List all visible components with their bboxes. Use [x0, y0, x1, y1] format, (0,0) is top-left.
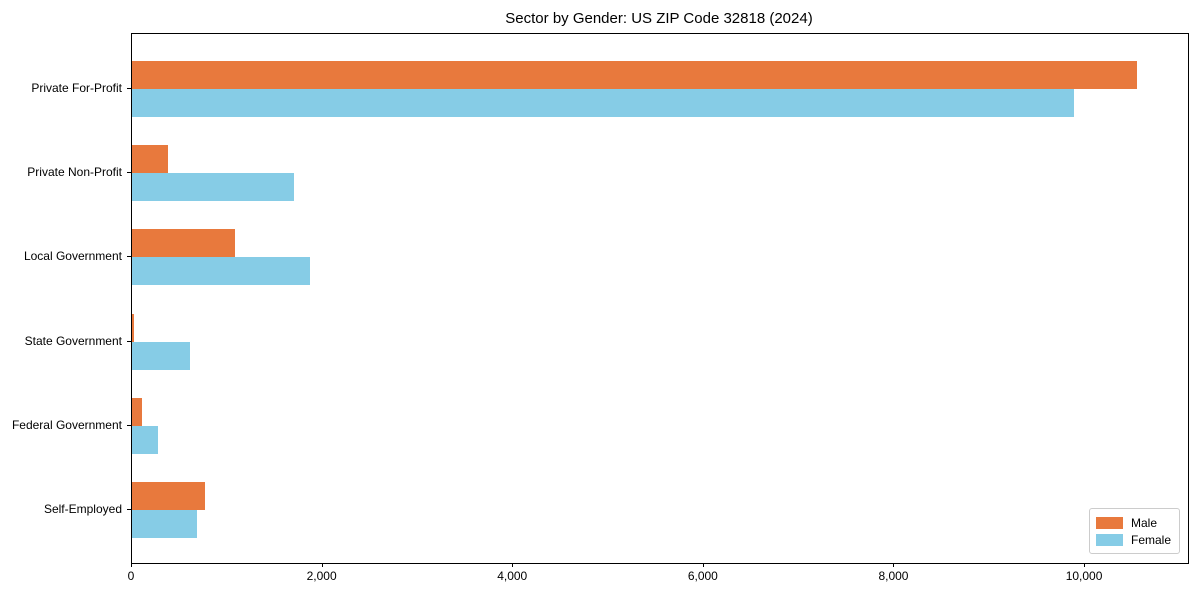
x-tick-mark [512, 563, 514, 567]
bar-male-0 [132, 61, 1138, 89]
x-tick-label: 2,000 [306, 569, 337, 583]
x-tick-mark [321, 563, 323, 567]
x-tick-label: 4,000 [497, 569, 528, 583]
x-tick-mark [702, 563, 704, 567]
bar-male-3 [132, 313, 135, 342]
bar-female-3 [132, 341, 191, 370]
y-tick-label: Federal Government [11, 417, 122, 432]
legend-swatch-male [1095, 516, 1123, 529]
y-tick-mark [127, 172, 131, 174]
y-tick-label: Private Non-Profit [27, 165, 122, 180]
y-tick-label: Private For-Profit [31, 81, 122, 95]
y-tick-mark [127, 424, 131, 426]
x-tick-mark [893, 563, 895, 567]
bar-male-2 [132, 229, 235, 258]
bar-male-1 [132, 145, 169, 174]
bar-male-4 [132, 397, 142, 426]
legend-swatch-female [1095, 533, 1123, 546]
y-tick-mark [127, 88, 131, 89]
legend: Male Female [1088, 508, 1180, 554]
x-tick-label: 6,000 [687, 569, 718, 583]
bar-female-0 [132, 89, 1074, 117]
legend-label-female: Female [1130, 532, 1171, 547]
bar-female-1 [132, 173, 295, 202]
y-tick-label: State Government [24, 333, 122, 348]
bar-female-2 [132, 257, 311, 286]
x-tick-label: 10,000 [1065, 569, 1103, 583]
x-tick-mark [1084, 563, 1086, 567]
legend-label-male: Male [1130, 515, 1157, 530]
bar-female-5 [132, 510, 197, 538]
bar-female-4 [132, 425, 159, 454]
y-tick-mark [127, 256, 131, 258]
x-tick-mark [131, 563, 132, 567]
y-tick-label: Local Government [23, 249, 122, 264]
legend-entry-female: Female [1095, 531, 1171, 548]
x-tick-label: 8,000 [878, 569, 909, 583]
chart-title: Sector by Gender: US ZIP Code 32818 (202… [505, 10, 813, 27]
y-tick-label: Self-Employed [43, 502, 122, 516]
y-tick-mark [127, 340, 131, 342]
y-tick-mark [127, 509, 131, 510]
plot-area: Male Female [131, 33, 1189, 564]
x-tick-label: 0 [127, 569, 135, 583]
bar-male-5 [132, 482, 206, 510]
legend-entry-male: Male [1095, 514, 1171, 531]
